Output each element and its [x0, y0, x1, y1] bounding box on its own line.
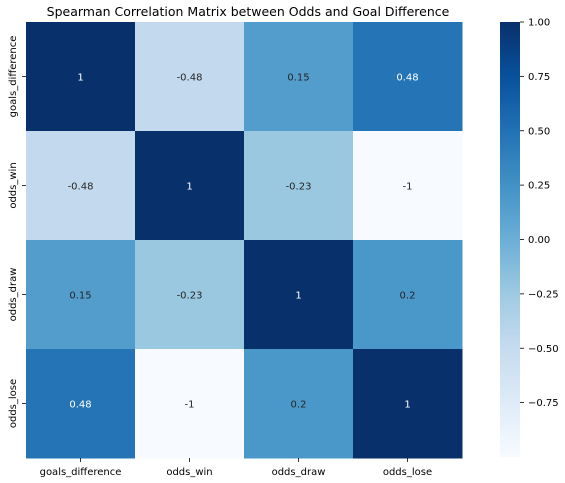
heatmap-cell [244, 240, 354, 350]
cell-value-label: 1 [295, 291, 301, 302]
cell-value-label: 1 [404, 400, 410, 411]
cell-value-label: -1 [403, 182, 413, 193]
heatmap-cell [244, 131, 354, 241]
colorbar-tick-label: 0.25 [528, 181, 550, 192]
cell-value-label: -1 [185, 400, 195, 411]
colorbar-tick-label: 0.75 [528, 72, 550, 83]
cell-value-label: 0.15 [287, 73, 309, 84]
cell-value-label: -0.48 [68, 182, 94, 193]
colorbar-tick-label: −0.25 [528, 289, 559, 300]
colorbar [500, 22, 520, 457]
cell-value-label: -0.23 [177, 291, 203, 302]
heatmap-cell [244, 22, 354, 132]
colorbar-tick-label: −0.75 [528, 398, 559, 409]
cell-value-label: 1 [77, 73, 83, 84]
heatmap-cell [26, 131, 136, 241]
heatmap-cell [26, 349, 136, 459]
y-tick-label: odds_lose [8, 379, 19, 428]
cell-value-label: 0.2 [400, 291, 416, 302]
x-tick-label: goals_difference [40, 467, 122, 478]
heatmap-cell [26, 240, 136, 350]
heatmap-cell [26, 22, 136, 132]
cell-value-label: 0.15 [69, 291, 91, 302]
colorbar-tick-label: 1.00 [528, 18, 550, 29]
y-axis-ticks: goals_difference odds_win odds_draw odds_lo… [8, 36, 26, 428]
colorbar-tick-label: −0.50 [528, 344, 559, 355]
cell-value-label: -0.23 [286, 182, 312, 193]
heatmap-cell [135, 22, 245, 132]
x-tick-label: odds_win [166, 467, 212, 478]
cell-value-label: 0.48 [396, 73, 418, 84]
colorbar-tick-label: 0.00 [528, 235, 550, 246]
cell-value-label: 0.48 [69, 400, 91, 411]
y-tick-label: odds_draw [8, 268, 19, 322]
heatmap-cell [135, 131, 245, 241]
heatmap-cell [135, 240, 245, 350]
heatmap-cell [353, 349, 463, 459]
colorbar-tick-label: 0.50 [528, 126, 550, 137]
colorbar-ticks: 1.00 0.75 0.50 0.25 0.00 −0.25 −0.50 −0.75 [520, 18, 559, 409]
cell-value-label: -0.48 [177, 73, 203, 84]
heatmap-cell [135, 349, 245, 459]
heatmap-cell-labels: 1 -0.48 0.15 0.48 -0.48 1 -0.23 -1 0.15 -0.23 1 0.2… [68, 73, 419, 411]
x-tick-label: odds_lose [383, 467, 432, 478]
cell-value-label: 0.2 [291, 400, 307, 411]
heatmap-cell [353, 131, 463, 241]
x-axis-ticks: goals_difference odds_win odds_draw odds_lo… [40, 458, 432, 478]
heatmap-cell [353, 22, 463, 132]
heatmap-cell [244, 349, 354, 459]
x-tick-label: odds_draw [272, 467, 326, 478]
y-tick-label: goals_difference [8, 36, 19, 118]
heatmap-cells [26, 22, 463, 459]
y-tick-label: odds_win [8, 162, 19, 208]
chart-title: Spearman Correlation Matrix between Odds… [47, 4, 450, 19]
heatmap-cell [353, 240, 463, 350]
cell-value-label: 1 [186, 182, 192, 193]
